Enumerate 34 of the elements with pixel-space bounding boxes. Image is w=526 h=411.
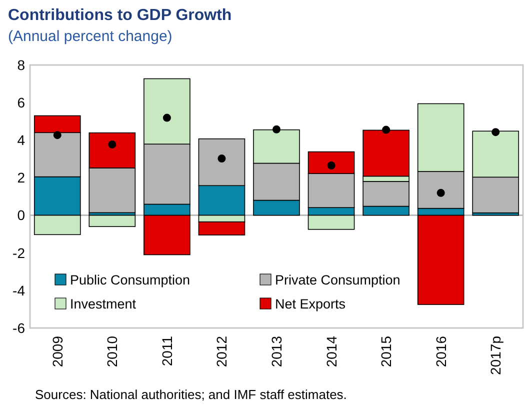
legend-label: Net Exports xyxy=(275,296,346,312)
legend-label: Public Consumption xyxy=(70,272,190,288)
x-tick-label: 2012 xyxy=(214,336,230,368)
x-tick-label: 2009 xyxy=(49,336,66,368)
y-tick-label: 0 xyxy=(17,207,26,224)
chart-subtitle: (Annual percent change) xyxy=(8,28,172,45)
source-note: Sources: National authorities; and IMF staff estimates. xyxy=(35,387,347,402)
x-tick-label: 2015 xyxy=(378,336,394,368)
y-tick-label: -6 xyxy=(12,320,26,336)
point xyxy=(272,125,280,134)
point xyxy=(382,126,390,134)
x-tick-label: 2014 xyxy=(323,336,340,368)
point xyxy=(436,188,445,197)
point xyxy=(327,162,336,170)
x-tick-label: 2017p xyxy=(488,336,504,375)
x-tick-label: 2013 xyxy=(268,336,284,368)
chart-title: Contributions to GDP Growth xyxy=(8,7,232,24)
bar xyxy=(88,214,136,227)
legend-label: Investment xyxy=(70,296,136,312)
x-tick-label: 2011 xyxy=(158,336,175,366)
y-tick-label: -4 xyxy=(12,282,26,298)
y-tick-label: 2 xyxy=(17,170,26,186)
point xyxy=(162,114,171,122)
point xyxy=(108,140,116,148)
point xyxy=(492,128,500,136)
y-tick-label: 8 xyxy=(17,56,26,73)
y-tick-label: -2 xyxy=(12,244,26,261)
point xyxy=(53,131,62,140)
y-tick-label: 6 xyxy=(17,94,26,110)
x-tick-label: 2016 xyxy=(432,336,449,368)
x-tick-label: 2010 xyxy=(104,336,120,368)
y-tick-label: 4 xyxy=(17,132,26,148)
legend-label: Private Consumption xyxy=(275,272,400,288)
point xyxy=(218,154,226,163)
